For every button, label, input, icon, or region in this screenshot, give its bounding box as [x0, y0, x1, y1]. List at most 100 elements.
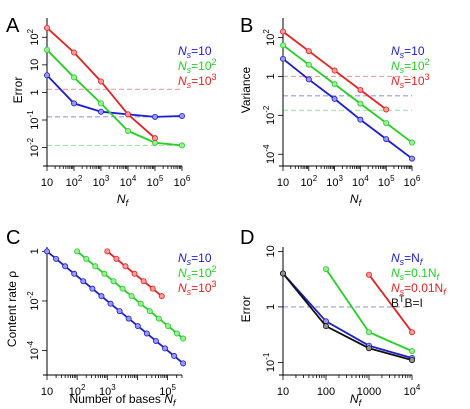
y-tick-label: 10-4 [26, 340, 41, 360]
series-line [282, 44, 413, 144]
panel-b: B 10-4 10-2 1 102 10 102 103 104 105 106 Variance Nf… [239, 15, 430, 208]
panel-letter: C [6, 227, 20, 249]
series-line [282, 272, 413, 359]
data-point [357, 116, 364, 123]
data-point [331, 95, 338, 102]
legend-entry: Ns=102 [391, 57, 430, 75]
data-point [125, 315, 132, 322]
data-point [151, 135, 158, 142]
legend-entry: Ns=103 [178, 279, 217, 297]
legend-entry: Ns=102 [178, 57, 217, 75]
y-tick-label: 10 [29, 59, 41, 71]
x-tick-label: 102 [69, 383, 86, 398]
series-line [368, 274, 413, 333]
y-tick-label: 10-4 [262, 144, 277, 164]
y-axis-label: Error [239, 296, 253, 323]
x-tick-label: 106 [174, 174, 191, 189]
panel-c: C 10-4 10-2 1 10 102 103 105 Content rate ρ Numbe… [5, 227, 217, 408]
data-point [279, 270, 286, 277]
legend-entry: BTB=I [391, 294, 423, 310]
data-point [357, 100, 364, 107]
x-tick-label: 104 [404, 383, 421, 398]
data-point [151, 113, 158, 120]
data-point [128, 293, 135, 300]
data-point [180, 360, 187, 367]
data-point [174, 330, 181, 337]
data-point [162, 345, 169, 352]
data-point [116, 308, 123, 315]
data-point [125, 127, 132, 134]
data-point [125, 111, 132, 118]
data-point [131, 270, 138, 277]
legend-entry: Ns=10 [178, 44, 212, 60]
data-point [158, 293, 165, 300]
data-point [331, 67, 338, 74]
x-tick-label: 105 [159, 383, 176, 398]
y-tick-label: 102 [26, 28, 41, 45]
data-point [98, 293, 105, 300]
y-tick-label: 102 [262, 29, 277, 46]
data-point [383, 106, 390, 113]
data-point [104, 248, 111, 255]
data-point [80, 278, 87, 285]
data-point [383, 136, 390, 143]
data-point [408, 357, 415, 364]
y-tick-label: 1 [29, 248, 41, 254]
data-point [408, 155, 415, 162]
y-axis-label: Error [11, 77, 25, 104]
data-point [98, 100, 105, 107]
y-axis-label: Variance [239, 66, 253, 113]
legend-entry: Ns=10 [178, 251, 212, 267]
data-point [83, 255, 90, 262]
panel-letter: A [6, 15, 20, 37]
data-point [140, 278, 147, 285]
x-axis-label: Number of bases Nf [70, 392, 177, 408]
x-tick-label: 103 [93, 174, 110, 189]
data-point [74, 248, 81, 255]
y-tick-label: 10 [265, 245, 277, 257]
legend-entry: Ns=102 [178, 264, 217, 282]
x-tick-label: 1000 [357, 386, 381, 398]
legend-entry: Ns=0.1Nf [391, 266, 441, 282]
data-point [365, 271, 372, 278]
data-point [101, 270, 108, 277]
legend-entry: Ns=Nf [391, 251, 424, 267]
data-point [143, 330, 150, 337]
data-point [178, 142, 185, 149]
x-axis-label: Nf [350, 192, 363, 208]
data-point [44, 46, 51, 53]
y-tick-label: 10-1 [262, 352, 277, 372]
data-point [152, 337, 159, 344]
x-tick-label: 10 [277, 386, 289, 398]
x-tick-label: 10 [277, 177, 289, 189]
data-point [357, 87, 364, 94]
x-axis-label: Nf [350, 392, 363, 408]
y-tick-label: 10-2 [262, 105, 277, 125]
series-line [46, 250, 184, 365]
data-point [164, 322, 171, 329]
data-point [98, 108, 105, 115]
legend-entry: Ns=103 [178, 72, 217, 90]
data-point [149, 285, 156, 292]
data-point [98, 78, 105, 85]
data-point [44, 24, 51, 31]
data-point [89, 285, 96, 292]
data-point [53, 255, 60, 262]
data-point [178, 112, 185, 119]
data-point [92, 263, 99, 270]
data-point [331, 81, 338, 88]
data-point [171, 352, 178, 359]
x-tick-label: 105 [378, 174, 395, 189]
data-point [305, 61, 312, 68]
data-point [122, 263, 129, 270]
data-point [137, 300, 144, 307]
x-tick-label: 100 [317, 386, 335, 398]
data-point [71, 100, 78, 107]
data-point [180, 335, 187, 342]
data-point [383, 120, 390, 127]
y-axis-label: Content rate ρ [5, 271, 19, 347]
x-tick-label: 103 [99, 383, 116, 398]
data-point [71, 270, 78, 277]
data-point [408, 329, 415, 336]
